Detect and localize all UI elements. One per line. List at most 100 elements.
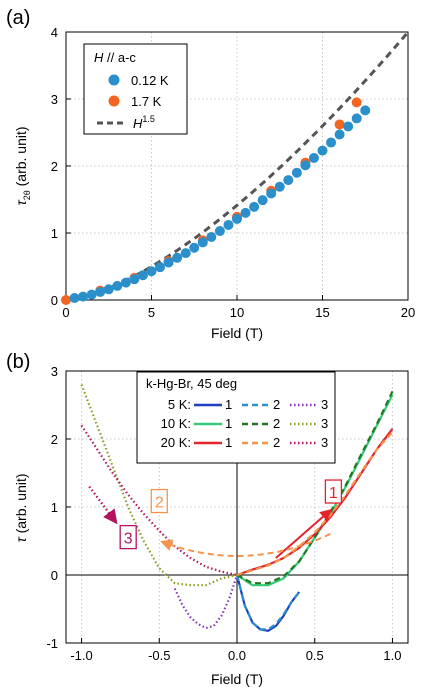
annotation-label-3: 3	[124, 531, 133, 548]
legend-a-title-rest: // a-c	[103, 50, 136, 65]
y-label-b-symbol: τ	[13, 537, 29, 543]
legend-a-title-italic: H	[94, 50, 104, 65]
data-point-1-7k	[351, 97, 362, 108]
annotation-arrow-3	[88, 485, 118, 525]
data-point-0-12k	[274, 181, 285, 192]
annotation-label-2: 2	[155, 495, 164, 512]
legend-b-temp-label: 5 K:	[168, 397, 191, 412]
ticks-a: 0 5 10 15 20 0 1 2 3 4	[51, 25, 415, 320]
data-point-0-12k	[129, 274, 140, 285]
chart-panel-b: (b) -1.0 -0.5 0.0 0.5 1.0 -1 0 1 2 3 1 2 3 Field (T…	[6, 351, 409, 687]
panel-b-label: (b)	[6, 351, 30, 373]
legend-b-series-label: 1	[225, 435, 232, 450]
x-axis-label-a: Field (T)	[211, 325, 263, 341]
y-tick-label-b: 2	[51, 432, 58, 447]
x-tick-label-b: 1.0	[383, 648, 401, 663]
data-point-0-12k	[206, 232, 217, 243]
legend-a-label-power: H1.5	[133, 114, 155, 131]
data-point-0-12k	[308, 152, 319, 163]
data-point-0-12k	[163, 257, 174, 268]
y-tick-label-a: 3	[51, 92, 58, 107]
legend-b-series-label: 3	[321, 435, 328, 450]
marks-b	[80, 384, 394, 632]
legend-a-label-0-12k: 0.12 K	[131, 73, 169, 88]
chart-panel-a: (a) 0 5 10 15 20 0 1 2 3 4 Field (T) τ2θ (arb. un…	[6, 7, 415, 341]
y-tick-label-a: 2	[51, 159, 58, 174]
legend-b-series-label: 1	[225, 397, 232, 412]
data-point-0-12k	[334, 129, 345, 140]
legend-a-box	[83, 43, 188, 135]
legend-a-marker-0-12k	[108, 74, 120, 86]
series-line-10-k-2	[236, 390, 394, 585]
legend-b-temp-label: 10 K:	[161, 416, 191, 431]
y-tick-label-b: 1	[51, 500, 58, 515]
data-point-0-12k	[240, 207, 251, 218]
data-point-0-12k	[95, 286, 106, 297]
data-point-0-12k	[351, 113, 362, 124]
legend-b-series-label: 3	[321, 416, 328, 431]
x-tick-label-a: 10	[230, 305, 244, 320]
data-point-0-12k	[343, 121, 354, 132]
y-tick-label-b: 3	[51, 364, 58, 379]
series-line-5-k-3	[173, 574, 239, 630]
data-point-0-12k	[317, 145, 328, 156]
x-tick-label-b: 0.0	[228, 648, 246, 663]
data-point-0-12k	[266, 188, 277, 199]
data-point-0-12k	[137, 270, 148, 281]
legend-b-series-label: 1	[225, 416, 232, 431]
data-point-0-12k	[172, 252, 183, 263]
y-label-a-unit: (arb. unit)	[13, 126, 29, 190]
annotation-label-1: 1	[329, 485, 338, 502]
data-point-0-12k	[300, 160, 311, 171]
x-tick-label-b: 0.5	[306, 648, 324, 663]
data-point-0-12k	[180, 248, 191, 259]
legend-a-title: H // a-c	[94, 50, 136, 65]
y-tick-label-a: 1	[51, 226, 58, 241]
series-line-20-k-2	[236, 431, 394, 577]
data-point-0-12k	[155, 262, 166, 273]
data-point-0-12k	[197, 237, 208, 248]
legend-b-series-label: 2	[273, 397, 280, 412]
y-label-a-symbol: τ	[13, 200, 29, 206]
series-line-10-k-3	[80, 384, 238, 587]
legend-a-power-exponent: 1.5	[142, 114, 155, 124]
legend-a-power-base: H	[133, 116, 143, 131]
annotation-box-1	[324, 479, 343, 504]
y-axis-label-a: τ2θ (arb. unit)	[13, 126, 32, 205]
data-point-0-12k	[232, 213, 242, 224]
data-point-0-12k	[291, 167, 302, 178]
legend-a-label-1-7k: 1.7 K	[131, 94, 162, 109]
legend-b-series-label: 2	[273, 416, 280, 431]
y-tick-label-a: 4	[51, 25, 58, 40]
legend-b: k-Hg-Br, 45 deg 5 K: 1 2 3 10 K: 1 2 3 20 K: 1 2 3	[136, 371, 336, 464]
data-point-1-7k	[61, 295, 71, 305]
y-tick-label-b: -1	[46, 636, 58, 651]
x-tick-label-b: -0.5	[148, 648, 170, 663]
marks-a	[61, 31, 410, 305]
data-point-0-12k	[257, 195, 268, 206]
data-point-0-12k	[112, 280, 123, 291]
legend-b-series-label: 2	[273, 435, 280, 450]
data-point-0-12k	[283, 175, 294, 186]
data-point-0-12k	[189, 242, 200, 253]
legend-b-title: k-Hg-Br, 45 deg	[146, 376, 237, 391]
legend-b-series-label: 3	[321, 397, 328, 412]
x-axis-label-b: Field (T)	[211, 671, 263, 687]
y-axis-label-b: τ (arb. unit)	[13, 473, 29, 542]
annotation-arrow-1	[275, 508, 333, 559]
y-tick-label-a: 0	[51, 293, 58, 308]
legend-b-box	[136, 371, 336, 464]
data-point-0-12k	[120, 277, 131, 288]
data-point-0-12k	[214, 225, 225, 236]
legend-b-temp-label: 20 K:	[161, 435, 191, 450]
data-point-0-12k	[360, 105, 371, 116]
ticks-b: -1.0 -0.5 0.0 0.5 1.0 -1 0 1 2 3	[46, 364, 401, 663]
panel-a-label: (a)	[6, 7, 30, 29]
x-tick-label-b: -1.0	[70, 648, 92, 663]
legend-b-rows: 5 K: 1 2 3 10 K: 1 2 3 20 K: 1 2 3	[161, 397, 329, 450]
annotations-b: 1 2 3	[88, 479, 343, 559]
data-point-0-12k	[249, 201, 260, 212]
legend-a: H // a-c 0.12 K 1.7 K H1.5	[83, 43, 188, 135]
annotation-box-3	[119, 524, 137, 550]
